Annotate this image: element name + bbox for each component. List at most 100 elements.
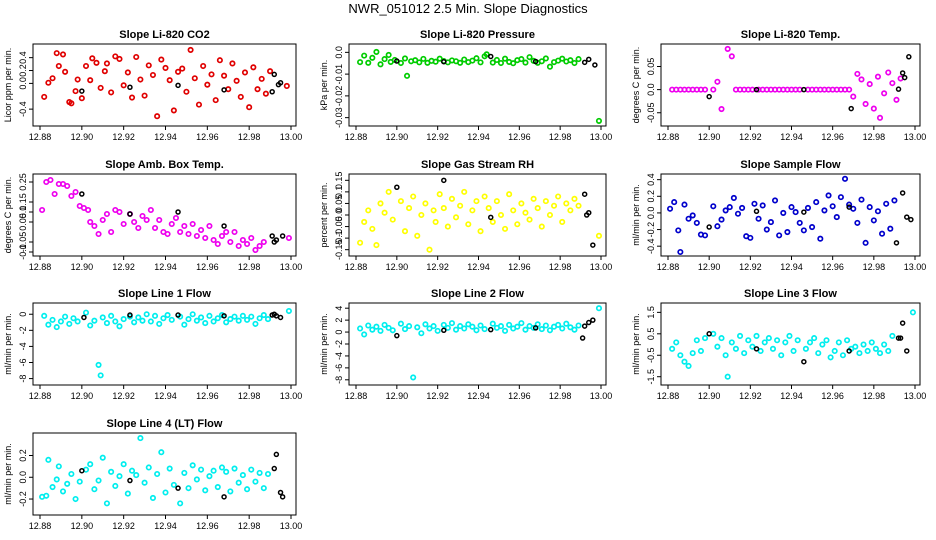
data-point [183,88,190,95]
reference-point [221,87,227,93]
data-point [206,473,213,480]
data-point [522,59,529,66]
plot-frame [348,43,607,127]
data-point [361,218,368,225]
x-tick-label: 12.92 [112,521,135,531]
data-point [133,53,140,61]
data-point [264,470,272,478]
data-point [131,218,138,226]
reference-point [79,191,85,197]
reference-point [81,314,87,321]
data-point [418,211,425,219]
data-point [426,246,433,253]
data-point [440,205,447,212]
data-point [518,56,525,63]
data-point [95,361,102,368]
data-point [575,56,582,63]
data-point [909,309,916,316]
data-point [681,201,688,208]
x-tick-label: 12.96 [196,521,219,531]
data-point [91,486,98,493]
reference-point [706,93,712,100]
data-point [373,48,380,55]
y-axis-label: ml/min per min. [319,313,329,375]
data-point [143,311,150,318]
data-point [139,317,146,324]
data-point [239,312,246,319]
y-tick-label: 0.05 [334,195,344,213]
data-point [49,75,56,82]
y-tick-label: 0.0 [18,77,28,90]
chart-slope-line-3-flow: Slope Line 3 Flow 12.88 12.90 12.92 12.94 12.… [631,288,926,401]
reference-point [441,327,447,334]
x-tick-label: 12.90 [386,391,409,401]
x-tick-label: 12.88 [345,391,368,401]
reference-point [221,313,227,319]
reference-point [127,211,133,217]
data-point [62,313,69,320]
data-point [156,320,163,327]
data-point [734,210,742,217]
data-point [116,55,123,62]
data-point [677,248,684,256]
data-point [747,234,754,241]
data-point [357,239,364,246]
data-point [854,70,861,77]
reference-point [488,326,494,333]
x-tick-label: 12.94 [154,132,177,142]
data-point [195,101,203,108]
chart-title: Slope Sample Flow [740,159,841,171]
data-point [555,193,562,200]
data-point [751,200,758,207]
data-point [99,454,106,461]
x-tick-label: 13.00 [590,262,613,272]
data-point [170,481,177,488]
data-point [239,472,246,479]
reference-point [127,477,133,484]
data-point [792,209,799,216]
data-point [469,323,476,330]
data-point [85,206,92,214]
x-tick-label: 12.96 [821,262,844,272]
data-point [526,216,533,223]
data-point [745,337,752,344]
data-point [815,350,822,357]
data-point [214,484,221,491]
y-tick-label: -0.1 [18,244,28,260]
reference-point [753,86,760,93]
data-point [559,55,566,62]
data-point [887,225,894,232]
reference-point [127,312,133,318]
data-point [401,326,409,333]
data-point [99,216,106,224]
data-point [229,60,236,67]
data-point [831,347,838,355]
data-point [204,81,211,88]
data-point [147,206,154,214]
data-point [91,317,98,324]
x-tick-label: 12.92 [112,391,135,401]
reference-point [801,86,807,93]
plot-frame [32,43,297,127]
data-point [177,500,184,507]
data-point [248,466,255,473]
data-point [736,332,744,340]
data-point [231,313,238,320]
reference-point [908,216,914,223]
data-point [432,58,439,65]
data-point [693,337,700,344]
chart-slope-li-820-co2: Slope Li-820 CO2 12.88 12.90 12.92 12.94 12.9… [3,29,302,142]
data-point [260,238,267,246]
data-point [381,209,388,216]
reference-point [586,56,592,63]
data-point [774,337,781,344]
chart-slope-line-2-flow: Slope Line 2 Flow 12.88 12.90 12.92 12.94 12.… [319,288,612,401]
y-tick-label: -0.01 [334,64,344,85]
y-tick-label: -0.02 [334,86,344,107]
y-tick-label: -1.5 [646,369,656,385]
x-tick-label: 12.92 [112,132,135,142]
y-tick-label: 0 [18,312,28,317]
data-point [49,316,56,323]
data-point [385,188,392,195]
x-tick-label: 12.98 [863,132,886,142]
